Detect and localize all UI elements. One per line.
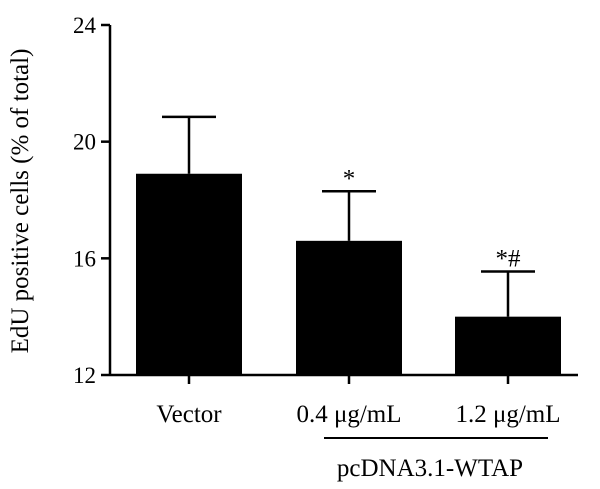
significance-marker: * [343, 165, 356, 192]
bars [136, 173, 561, 375]
y-axis: 12 16 20 24 [73, 13, 112, 388]
category-label: Vector [156, 401, 222, 428]
category-label: 0.4 μg/mL [296, 401, 401, 428]
bar [455, 316, 561, 375]
category-labels: Vector 0.4 μg/mL 1.2 μg/mL [156, 401, 560, 428]
significance-marker: *# [496, 245, 522, 272]
error-bars [162, 115, 535, 317]
group-label: pcDNA3.1-WTAP [337, 455, 523, 482]
y-axis-label: EdU positive cells (% of total) [7, 49, 34, 354]
y-tick-label: 24 [73, 13, 97, 38]
bar [296, 240, 402, 375]
group-annotation: pcDNA3.1-WTAP [324, 437, 548, 482]
y-tick-label: 16 [73, 246, 96, 271]
bar [136, 173, 242, 375]
y-tick-label: 20 [73, 130, 96, 155]
significance-markers: * *# [343, 165, 521, 272]
y-tick-label: 12 [73, 363, 96, 388]
category-label: 1.2 μg/mL [455, 401, 560, 428]
x-axis [110, 373, 578, 384]
